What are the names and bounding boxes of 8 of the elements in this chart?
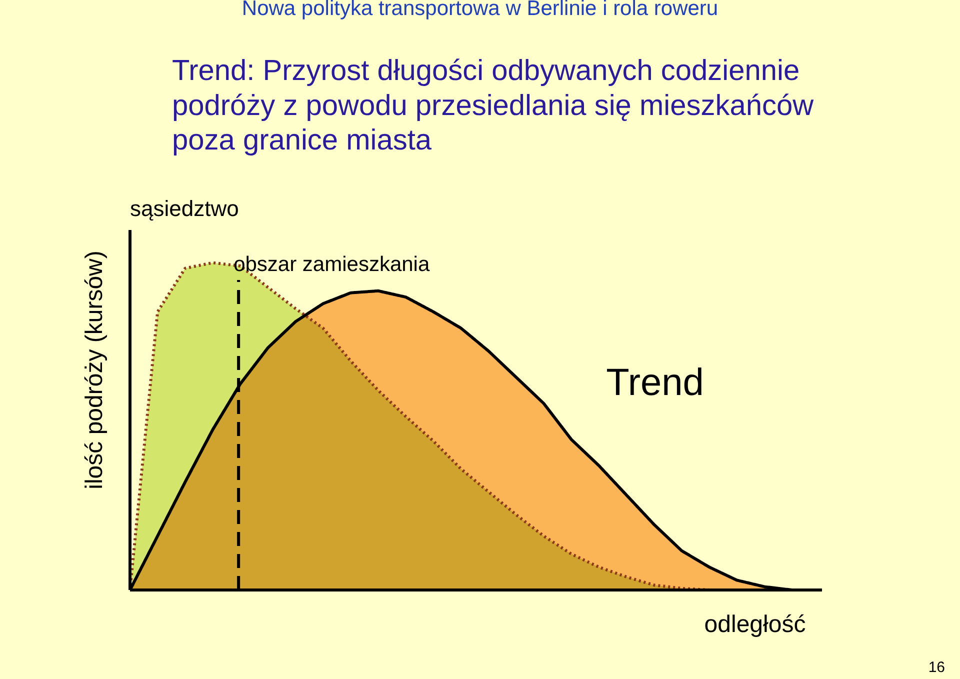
text: obszar zamieszkania: [234, 253, 430, 276]
chart-title: Nowa polityka transportowa w Berlinie i rola roweru: [242, 0, 718, 20]
chart-subtitle: Trend: Przyrost długości odbywanych codziennie podróży z powodu przesiedlania się mieszkańców poza granice miasta: [172, 55, 815, 157]
text: sąsiedztwo: [130, 196, 239, 221]
x-axis-title: odległość: [704, 611, 806, 638]
annotation: Trend: [606, 362, 704, 404]
y-axis-title: ilość podróży (kursów): [81, 250, 108, 490]
text: 16: [928, 659, 945, 676]
